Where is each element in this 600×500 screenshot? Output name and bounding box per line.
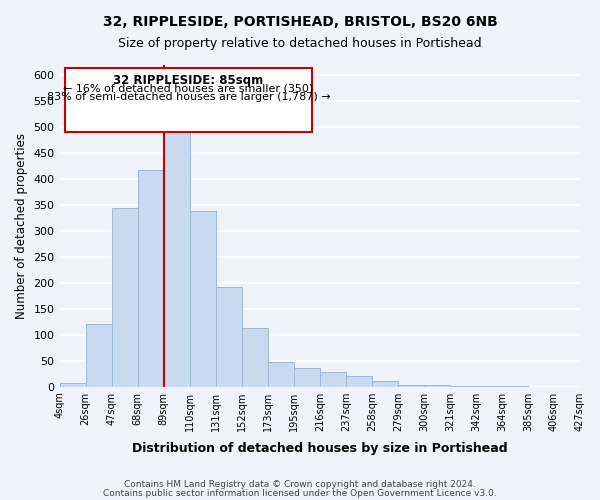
X-axis label: Distribution of detached houses by size in Portishead: Distribution of detached houses by size …	[132, 442, 508, 455]
Bar	[190, 212, 215, 386]
Bar	[294, 368, 320, 386]
Bar	[242, 328, 268, 386]
Bar	[215, 287, 242, 386]
Text: 32 RIPPLESIDE: 85sqm: 32 RIPPLESIDE: 85sqm	[113, 74, 263, 87]
FancyBboxPatch shape	[65, 68, 312, 132]
Bar	[372, 382, 398, 386]
Text: Contains HM Land Registry data © Crown copyright and database right 2024.: Contains HM Land Registry data © Crown c…	[124, 480, 476, 489]
Y-axis label: Number of detached properties: Number of detached properties	[15, 133, 28, 319]
Bar	[346, 376, 372, 386]
Bar	[164, 132, 190, 386]
Bar	[59, 383, 86, 386]
Bar	[424, 385, 450, 386]
Text: Contains public sector information licensed under the Open Government Licence v3: Contains public sector information licen…	[103, 488, 497, 498]
Text: Size of property relative to detached houses in Portishead: Size of property relative to detached ho…	[118, 38, 482, 51]
Bar	[86, 324, 112, 386]
Bar	[320, 372, 346, 386]
Text: 32, RIPPLESIDE, PORTISHEAD, BRISTOL, BS20 6NB: 32, RIPPLESIDE, PORTISHEAD, BRISTOL, BS2…	[103, 15, 497, 29]
Bar	[112, 208, 137, 386]
Bar	[137, 170, 164, 386]
Text: ← 16% of detached houses are smaller (350): ← 16% of detached houses are smaller (35…	[63, 83, 313, 93]
Bar	[268, 362, 294, 386]
Text: 83% of semi-detached houses are larger (1,787) →: 83% of semi-detached houses are larger (…	[47, 92, 330, 102]
Bar	[398, 384, 424, 386]
